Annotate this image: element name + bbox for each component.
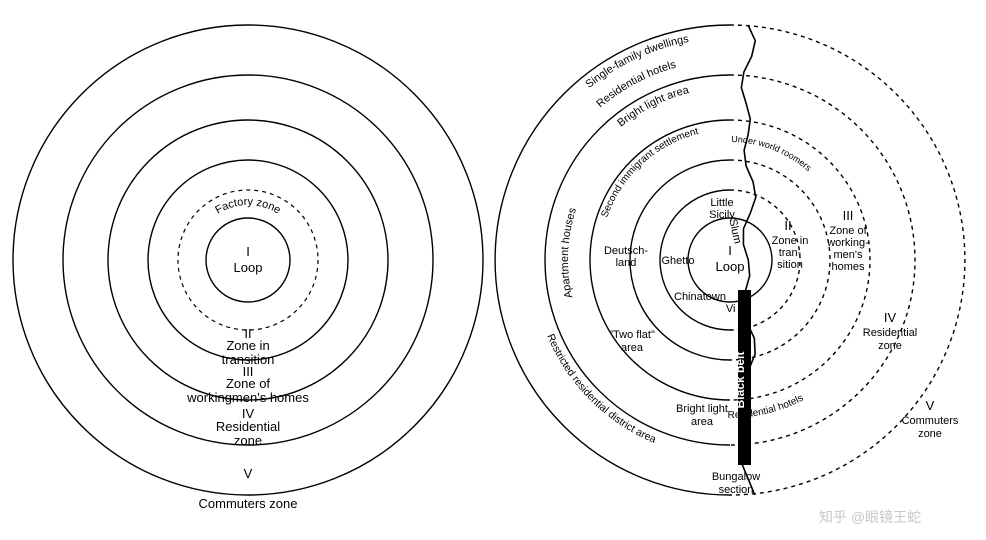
svg-text:zone: zone xyxy=(234,433,262,448)
svg-text:Zone of: Zone of xyxy=(226,376,270,391)
svg-text:Factory zone: Factory zone xyxy=(213,196,282,217)
svg-text:Slum: Slum xyxy=(726,218,743,245)
svg-text:Vi ce: Vi ce xyxy=(726,303,750,315)
svg-text:area: area xyxy=(691,416,714,428)
svg-text:Chinatown: Chinatown xyxy=(674,291,726,303)
zone-ring xyxy=(545,75,730,445)
svg-text:I: I xyxy=(728,243,732,258)
svg-text:II: II xyxy=(784,218,791,233)
svg-text:Residential: Residential xyxy=(216,419,280,434)
svg-text:land: land xyxy=(616,257,637,269)
svg-text:men's: men's xyxy=(834,249,863,261)
svg-text:working-: working- xyxy=(826,237,869,249)
svg-text:Loop: Loop xyxy=(716,259,745,274)
svg-text:homes: homes xyxy=(831,261,865,273)
svg-text:area: area xyxy=(621,342,644,354)
svg-text:Ghetto: Ghetto xyxy=(661,255,694,267)
svg-text:Commuters: Commuters xyxy=(902,415,959,427)
svg-text:sition: sition xyxy=(777,259,803,271)
right-concentric-diagram: Black beltSingle-family dwellingsResiden… xyxy=(495,25,965,496)
svg-text:workingmen's homes: workingmen's homes xyxy=(186,390,309,405)
left-concentric-diagram: ILoopFactory zoneIIZone intransitionIIIZ… xyxy=(13,25,483,511)
svg-text:V: V xyxy=(926,398,935,413)
svg-text:Bright light: Bright light xyxy=(676,403,728,415)
svg-text:III: III xyxy=(843,208,854,223)
zone-ring xyxy=(730,75,915,445)
svg-text:Little: Little xyxy=(710,197,733,209)
svg-text:IV: IV xyxy=(884,310,897,325)
svg-text:"Two flat": "Two flat" xyxy=(609,329,655,341)
black-belt-label: Black belt xyxy=(733,352,747,409)
svg-text:Apartment houses: Apartment houses xyxy=(559,206,579,299)
svg-text:I: I xyxy=(246,244,250,259)
svg-text:Second immigrant settlement: Second immigrant settlement xyxy=(599,126,699,219)
svg-text:Zone of: Zone of xyxy=(829,225,867,237)
svg-text:zone: zone xyxy=(878,340,902,352)
watermark: 知乎 @眼镜王蛇 xyxy=(819,509,921,525)
svg-text:Commuters zone: Commuters zone xyxy=(199,496,298,511)
svg-text:V: V xyxy=(244,466,253,481)
svg-text:Deutsch-: Deutsch- xyxy=(604,245,648,257)
svg-text:Residential: Residential xyxy=(863,327,917,339)
svg-text:Zone in: Zone in xyxy=(772,235,809,247)
svg-text:tran-: tran- xyxy=(779,247,802,259)
svg-text:Zone in: Zone in xyxy=(226,338,269,353)
svg-text:Bungalow: Bungalow xyxy=(712,471,760,483)
svg-text:section: section xyxy=(719,484,754,496)
svg-text:zone: zone xyxy=(918,428,942,440)
svg-text:Loop: Loop xyxy=(234,260,263,275)
